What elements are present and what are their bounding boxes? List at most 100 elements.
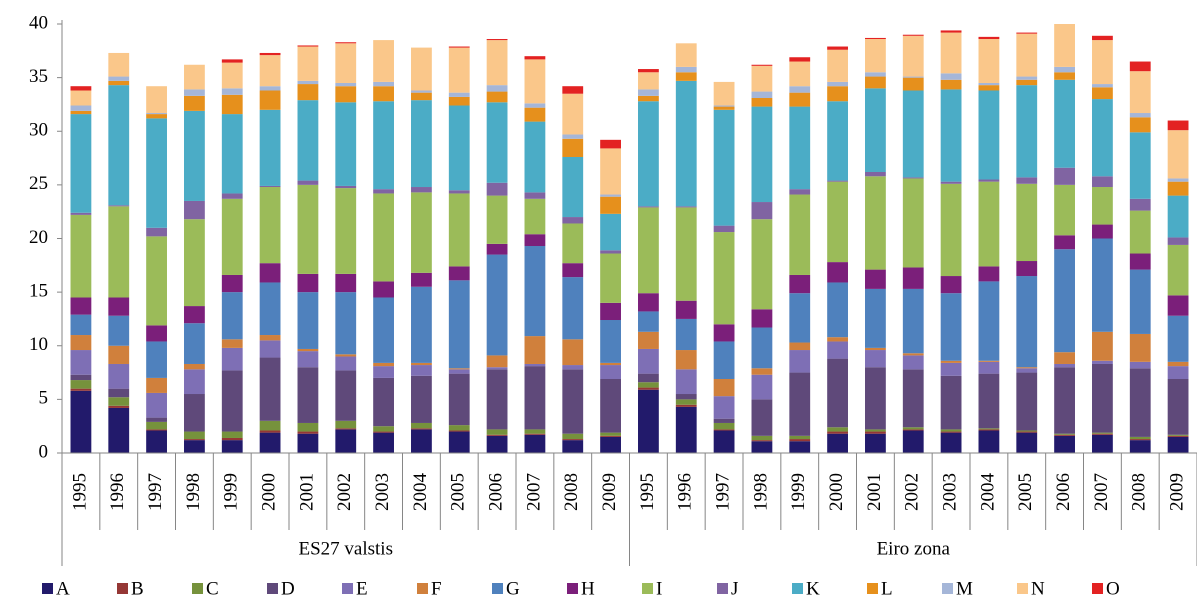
bar-segment bbox=[524, 198, 546, 235]
bar-segment bbox=[789, 293, 811, 343]
bar-segment bbox=[902, 288, 924, 354]
bar-segment bbox=[600, 435, 621, 437]
bar-segment bbox=[675, 406, 697, 453]
bar-segment bbox=[1092, 432, 1113, 434]
bar-segment bbox=[259, 282, 281, 336]
bar-segment bbox=[827, 180, 848, 182]
x-tick-label: 2001 bbox=[296, 473, 317, 511]
legend-swatch bbox=[717, 583, 728, 594]
bar-segment bbox=[1167, 315, 1189, 362]
bar-segment bbox=[1054, 435, 1075, 453]
bar-segment bbox=[902, 77, 924, 91]
bar-segment bbox=[146, 341, 167, 378]
bar-segment bbox=[789, 57, 811, 62]
bar-segment bbox=[448, 280, 470, 369]
bar-segment bbox=[1016, 85, 1038, 178]
bar-segment bbox=[259, 335, 281, 341]
bar-segment bbox=[1054, 66, 1075, 73]
bar-segment bbox=[1054, 24, 1075, 67]
bar-segment bbox=[562, 263, 584, 278]
group-label: ES27 valstis bbox=[299, 538, 393, 559]
bar-segment bbox=[448, 369, 470, 374]
bar-segment bbox=[524, 363, 546, 367]
legend-label: G bbox=[506, 578, 520, 599]
bar-segment bbox=[1092, 331, 1113, 361]
bar-segment bbox=[1167, 178, 1189, 182]
bar-segment bbox=[902, 355, 924, 370]
x-tick-label: 2007 bbox=[1091, 473, 1112, 511]
bar-segment bbox=[373, 377, 394, 427]
bar-segment bbox=[448, 193, 470, 267]
bar-segment bbox=[486, 182, 508, 196]
bar-segment bbox=[713, 324, 735, 342]
bar-segment bbox=[902, 369, 924, 428]
x-tick-label: 2000 bbox=[258, 473, 279, 511]
bar-segment bbox=[1129, 439, 1151, 441]
bar-segment bbox=[1167, 120, 1189, 131]
bar-segment bbox=[940, 360, 962, 363]
bar-segment bbox=[524, 336, 546, 364]
bar-segment bbox=[789, 342, 811, 351]
bar-segment bbox=[70, 297, 92, 315]
bar-segment bbox=[940, 32, 962, 74]
x-tick-label: 1998 bbox=[183, 473, 204, 511]
bar-segment bbox=[259, 263, 281, 283]
bar-segment bbox=[789, 189, 811, 195]
bar-segment bbox=[184, 323, 205, 364]
bar-segment bbox=[1167, 295, 1189, 316]
x-tick-label: 2003 bbox=[372, 473, 393, 511]
bar-segment bbox=[940, 183, 962, 277]
bar-segment bbox=[373, 297, 394, 363]
bar-segment bbox=[978, 85, 1000, 91]
bar-segment bbox=[1016, 432, 1038, 453]
bar-segment bbox=[373, 101, 394, 190]
bar-segment bbox=[713, 109, 735, 226]
bar-segment bbox=[373, 431, 394, 433]
bar-segment bbox=[184, 439, 205, 441]
bar-segment bbox=[751, 65, 773, 92]
bar-segment bbox=[827, 101, 848, 181]
bar-segment bbox=[978, 82, 1000, 86]
bar-segment bbox=[297, 184, 319, 274]
bar-segment bbox=[1129, 132, 1151, 199]
bar-segment bbox=[675, 350, 697, 370]
bar-segment bbox=[1016, 76, 1038, 80]
y-tick-label: 25 bbox=[29, 173, 48, 194]
bar-segment bbox=[978, 281, 1000, 361]
bar-segment bbox=[789, 86, 811, 93]
bar-segment bbox=[713, 422, 735, 430]
bar-segment bbox=[827, 337, 848, 342]
bar-segment bbox=[1092, 433, 1113, 435]
bar-segment bbox=[70, 335, 92, 351]
bar-segment bbox=[486, 40, 508, 86]
bar-segment bbox=[486, 435, 508, 453]
bar-segment bbox=[146, 227, 167, 237]
x-tick-label: 2008 bbox=[1129, 473, 1150, 511]
bar-segment bbox=[638, 89, 659, 96]
bar-segment bbox=[638, 311, 659, 332]
bar-segment bbox=[108, 80, 130, 86]
bar-segment bbox=[1167, 378, 1189, 435]
bar-segment bbox=[1016, 177, 1038, 184]
bar-segment bbox=[259, 430, 281, 433]
bar-segment bbox=[638, 348, 659, 374]
bar-segment bbox=[184, 394, 205, 432]
bar-segment bbox=[411, 100, 432, 188]
bar-segment bbox=[259, 86, 281, 91]
x-tick-label: 1995 bbox=[637, 473, 658, 511]
x-tick-label: 2009 bbox=[599, 473, 620, 511]
bar-segment bbox=[1167, 434, 1189, 436]
bar-segment bbox=[1092, 176, 1113, 188]
bar-segment bbox=[448, 425, 470, 431]
bar-segment bbox=[108, 363, 130, 389]
bar-segment bbox=[1016, 367, 1038, 369]
bar-segment bbox=[1054, 235, 1075, 250]
bar-segment bbox=[411, 92, 432, 101]
bar-segment bbox=[902, 267, 924, 289]
bar-segment bbox=[297, 80, 319, 85]
bar-segment bbox=[184, 64, 205, 90]
bar-segment bbox=[411, 272, 432, 287]
bar-segment bbox=[1054, 72, 1075, 80]
legend-swatch bbox=[192, 583, 203, 594]
x-tick-label: 2004 bbox=[977, 473, 998, 512]
